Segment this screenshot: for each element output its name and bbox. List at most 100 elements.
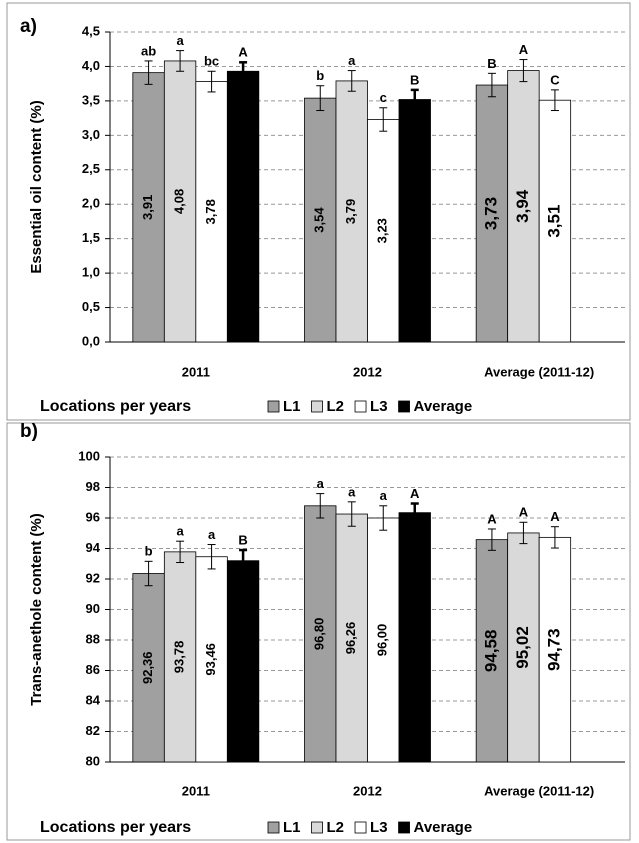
value-label: 4,08	[172, 189, 187, 214]
y-tick-label: 94	[86, 540, 101, 555]
bar	[132, 573, 165, 763]
x-tick-label: 2012	[353, 783, 382, 798]
significance-letter: a	[176, 33, 184, 48]
bar	[538, 536, 572, 763]
significance-letter: ab	[141, 43, 156, 58]
significance-letter: A	[519, 42, 529, 57]
panel-label: b)	[20, 421, 38, 442]
value-label: 3,52	[404, 204, 423, 237]
y-tick-label: 4,5	[82, 23, 100, 38]
y-tick-label: 88	[86, 631, 100, 646]
significance-letter: bc	[204, 54, 219, 69]
legend-label: Average	[414, 819, 473, 836]
legend-swatch	[354, 400, 367, 413]
legend-swatch	[267, 821, 280, 834]
y-tick-label: 2,5	[82, 161, 100, 176]
value-label: 3,73	[481, 197, 500, 230]
significance-letter: A	[238, 45, 248, 60]
value-label: 96,80	[312, 618, 327, 651]
value-label: 94,73	[544, 628, 563, 671]
bar	[475, 539, 509, 763]
x-tick-label: 2011	[182, 364, 210, 379]
legend-label: L3	[370, 398, 388, 415]
x-tick-label: 2012	[353, 364, 382, 379]
bar	[335, 513, 368, 763]
legend-swatch	[267, 400, 280, 413]
significance-letter: A	[519, 505, 529, 520]
y-tick-label: 3,5	[82, 92, 100, 107]
bar	[304, 97, 337, 343]
value-label: 3,94	[513, 189, 532, 223]
y-tick-label: 3,0	[82, 127, 100, 142]
significance-letter: A	[487, 511, 497, 526]
significance-letter: C	[550, 72, 560, 87]
bar	[507, 532, 540, 763]
y-axis-label: Trans-anethole content (%)	[28, 513, 45, 706]
value-label: 96,35	[404, 616, 423, 659]
significance-letter: B	[487, 56, 496, 71]
y-tick-label: 0,0	[82, 333, 100, 348]
value-label: 96,26	[343, 622, 358, 655]
y-tick-label: 0,5	[82, 299, 100, 314]
panel-label: a)	[20, 16, 37, 37]
legend-label: L2	[327, 819, 345, 836]
y-tick-label: 92	[86, 570, 100, 585]
significance-letter: a	[348, 484, 356, 499]
significance-letter: a	[176, 524, 184, 539]
value-label: 94,58	[481, 630, 500, 673]
x-tick-label: 2011	[182, 783, 210, 798]
value-label: 3,78	[203, 199, 218, 224]
x-tick-label: Average (2011-12)	[484, 364, 594, 379]
significance-letter: c	[380, 90, 387, 105]
significance-letter: a	[208, 527, 216, 542]
legend-title: Locations per years	[40, 398, 191, 415]
y-tick-label: 80	[86, 753, 100, 768]
legend-swatch	[398, 400, 410, 413]
significance-letter: a	[348, 53, 356, 68]
y-tick-label: 96	[86, 509, 100, 524]
value-label: 3,79	[343, 199, 358, 224]
value-label: 92,36	[140, 651, 155, 684]
bar	[538, 99, 572, 343]
y-tick-label: 86	[86, 662, 100, 677]
legend-title: Locations per years	[40, 819, 191, 836]
legend-swatch	[398, 821, 410, 834]
value-label: 3,54	[312, 207, 327, 233]
value-label: 3,93	[233, 190, 252, 223]
y-tick-label: 98	[86, 479, 100, 494]
bar	[398, 99, 431, 343]
value-label: 96,00	[375, 624, 390, 657]
significance-letter: a	[380, 488, 388, 503]
significance-letter: a	[317, 476, 325, 491]
legend-swatch	[311, 400, 323, 413]
legend-label: L2	[327, 398, 345, 415]
bar	[367, 517, 400, 763]
y-tick-label: 82	[86, 723, 100, 738]
significance-letter: A	[550, 509, 560, 524]
y-axis-label: Essential oil content (%)	[28, 100, 45, 273]
legend-label: L1	[283, 819, 301, 836]
legend-label: L3	[370, 819, 388, 836]
significance-letter: B	[238, 532, 247, 547]
value-label: 3,51	[544, 205, 563, 238]
x-tick-label: Average (2011-12)	[484, 783, 594, 798]
y-tick-label: 1,5	[82, 230, 100, 245]
value-label: 93,20	[233, 640, 252, 683]
bar	[226, 70, 260, 343]
y-tick-label: 2,0	[82, 196, 100, 211]
value-label: 93,78	[172, 641, 187, 674]
y-tick-label: 90	[86, 601, 100, 616]
legend-label: Average	[414, 398, 473, 415]
y-tick-label: 1,0	[82, 265, 100, 280]
y-tick-label: 84	[86, 692, 101, 707]
bar	[507, 70, 540, 343]
value-label: 3,91	[140, 195, 155, 220]
bar	[304, 505, 337, 763]
value-label: 95,02	[513, 626, 532, 669]
legend-swatch	[354, 821, 367, 834]
bar	[195, 556, 228, 763]
significance-letter: b	[145, 544, 153, 559]
legend-label: L1	[283, 398, 301, 415]
y-tick-label: 4,0	[82, 58, 100, 73]
